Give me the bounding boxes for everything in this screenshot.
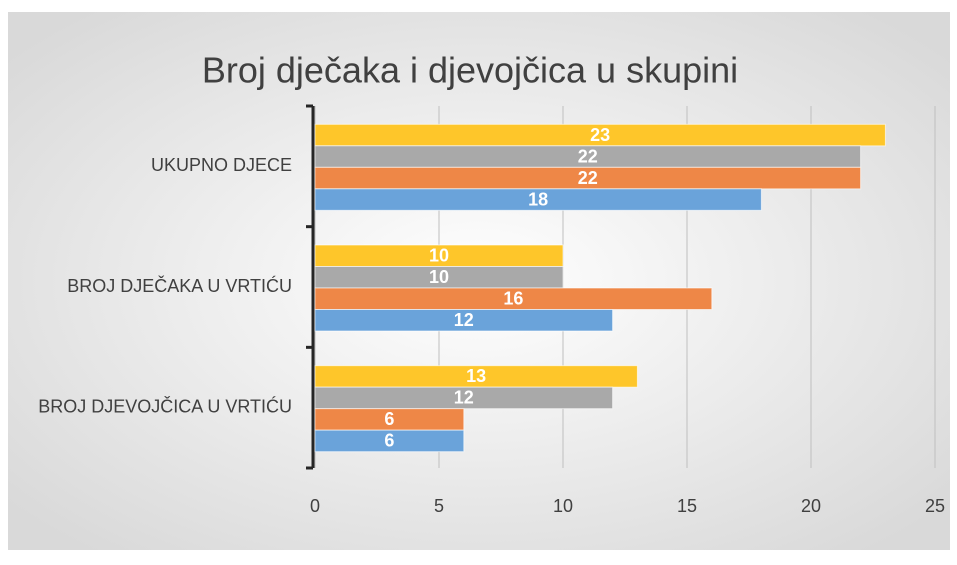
data-label: 22: [578, 168, 598, 188]
data-label: 6: [384, 409, 394, 429]
data-label: 12: [454, 388, 474, 408]
x-tick-label: 10: [553, 496, 573, 516]
data-label: 6: [384, 431, 394, 451]
x-tick-label: 5: [434, 496, 444, 516]
data-label: 18: [528, 189, 548, 209]
data-label: 12: [454, 310, 474, 330]
data-label: 16: [503, 289, 523, 309]
data-label: 23: [590, 125, 610, 145]
x-tick-label: 25: [925, 496, 945, 516]
x-tick-label: 20: [801, 496, 821, 516]
data-label: 10: [429, 267, 449, 287]
bar: [314, 309, 614, 332]
bar: [314, 188, 762, 211]
x-tick-label: 15: [677, 496, 697, 516]
data-label: 10: [429, 246, 449, 266]
y-tick-label: BROJ DJEČAKA U VRTIĆU: [67, 275, 292, 296]
y-tick-label: UKUPNO DJECE: [151, 155, 292, 175]
data-label: 13: [466, 366, 486, 386]
data-label: 22: [578, 146, 598, 166]
bar: [314, 429, 465, 453]
y-tick-label: BROJ DJEVOJČICA U VRTIĆU: [38, 395, 292, 416]
chart-title: Broj dječaka i djevojčica u skupini: [202, 50, 738, 91]
x-tick-label: 0: [310, 496, 320, 516]
